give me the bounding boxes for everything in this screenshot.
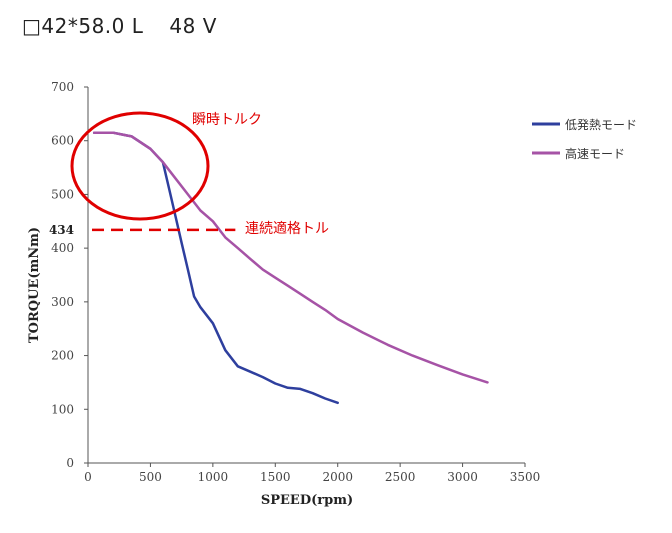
- legend-label-2: 高速モード: [565, 146, 625, 161]
- x-tick-label: 2000: [322, 470, 353, 484]
- x-tick-label: 1500: [260, 470, 291, 484]
- y-tick-labels: 0 100 200 300 400 500 600 700: [51, 80, 88, 470]
- x-tick-label: 0: [84, 470, 92, 484]
- x-tick-label: 1000: [198, 470, 229, 484]
- x-tick-label: 2500: [385, 470, 416, 484]
- legend-label-1: 低発熱モード: [565, 118, 637, 132]
- y-tick-label: 600: [51, 134, 74, 148]
- y-tick-label: 100: [51, 402, 74, 416]
- y-tick-label: 500: [51, 187, 74, 201]
- y-tick-label: 0: [66, 456, 74, 470]
- motor-spec: □42*58.0 L: [22, 14, 144, 38]
- series-line-1: [92, 131, 339, 405]
- x-tick-label: 3500: [510, 470, 541, 484]
- y-tick-label: 400: [51, 241, 74, 255]
- series-layer: [92, 131, 489, 405]
- series-line-2: [92, 131, 489, 384]
- y-tick-label: 700: [51, 80, 74, 94]
- voltage-label: 48 V: [169, 14, 217, 38]
- continuous-rated-annotation: 連続適格トル: [245, 220, 329, 237]
- instant-torque-annotation: 瞬時トルク: [192, 112, 262, 128]
- y-tick-label: 300: [51, 295, 74, 309]
- x-axis-title: SPEED(rpm): [261, 493, 353, 508]
- page-header: □42*58.0 L 48 V: [22, 14, 217, 38]
- chart-axes: [87, 87, 525, 464]
- y-tick-label: 200: [51, 349, 74, 363]
- continuous-rated-value-label: 434: [49, 223, 74, 237]
- y-axis-title: TORQUE(mNm): [27, 227, 42, 343]
- instant-torque-circle: [70, 111, 210, 221]
- x-tick-label: 3000: [447, 470, 478, 484]
- x-tick-label: 500: [139, 470, 162, 484]
- x-tick-labels: 0 500 1000 1500 2000 2500 3000 3500: [84, 463, 540, 484]
